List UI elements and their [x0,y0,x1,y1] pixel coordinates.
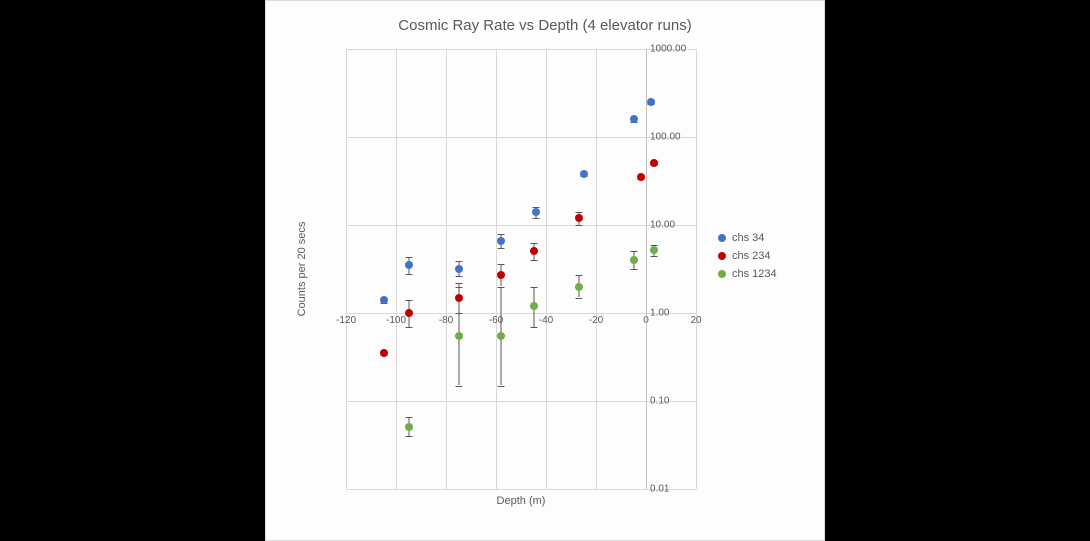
data-point [405,309,413,317]
data-point [405,261,413,269]
grid-line-vertical [396,49,397,489]
error-cap-icon [455,287,462,288]
data-point [630,256,638,264]
grid-line-horizontal [346,225,696,226]
data-point [380,296,388,304]
data-point [405,423,413,431]
legend-marker-icon [718,270,726,278]
grid-line-horizontal [346,401,696,402]
grid-line-vertical [446,49,447,489]
error-cap-icon [455,386,462,387]
error-cap-icon [630,251,637,252]
grid-line-horizontal [346,313,696,314]
error-cap-icon [405,417,412,418]
error-cap-icon [530,243,537,244]
data-point [650,246,658,254]
error-cap-icon [455,283,462,284]
y-axis-label: Counts per 20 secs [296,222,308,317]
grid-line-vertical [696,49,697,489]
y-axis-line [646,49,647,489]
error-cap-icon [405,257,412,258]
error-cap-icon [405,300,412,301]
chart-title: Cosmic Ray Rate vs Depth (4 elevator run… [266,17,824,34]
data-point [637,173,645,181]
legend-item-chs34: chs 34 [718,232,777,244]
error-cap-icon [575,298,582,299]
x-tick-label: 20 [690,315,701,326]
error-cap-icon [498,386,505,387]
error-cap-icon [650,256,657,257]
y-tick-label: 0.10 [650,396,669,407]
x-tick-label: -100 [386,315,406,326]
data-point [455,332,463,340]
data-point [380,349,388,357]
chart-panel: Cosmic Ray Rate vs Depth (4 elevator run… [265,0,825,541]
grid-line-vertical [496,49,497,489]
error-cap-icon [455,261,462,262]
error-cap-icon [530,260,537,261]
y-tick-label: 1000.00 [650,44,686,55]
error-cap-icon [498,287,505,288]
error-cap-icon [498,248,505,249]
legend-label: chs 1234 [732,268,777,280]
data-point [575,283,583,291]
data-point [530,302,538,310]
grid-line-horizontal [346,49,696,50]
error-cap-icon [455,276,462,277]
data-point [455,265,463,273]
legend-marker-icon [718,234,726,242]
data-point [455,294,463,302]
y-tick-label: 0.01 [650,484,669,495]
x-tick-label: -20 [589,315,603,326]
data-point [647,98,655,106]
y-tick-label: 100.00 [650,132,681,143]
error-cap-icon [405,436,412,437]
error-cap-icon [575,275,582,276]
data-point [497,332,505,340]
error-cap-icon [498,264,505,265]
error-cap-icon [575,212,582,213]
error-cap-icon [405,327,412,328]
grid-line-vertical [546,49,547,489]
data-point [575,214,583,222]
x-tick-label: -40 [539,315,553,326]
legend-item-chs234: chs 234 [718,250,777,262]
error-cap-icon [630,269,637,270]
x-tick-label: -80 [439,315,453,326]
data-point [532,208,540,216]
grid-line-vertical [596,49,597,489]
legend-item-chs1234: chs 1234 [718,268,777,280]
error-cap-icon [498,234,505,235]
legend-marker-icon [718,252,726,260]
plot-area: -120-100-80-60-40-200200.010.101.0010.00… [346,49,696,489]
legend-label: chs 34 [732,232,764,244]
x-axis-label: Depth (m) [497,495,546,507]
legend-label: chs 234 [732,250,771,262]
data-point [530,247,538,255]
grid-line-horizontal [346,137,696,138]
error-cap-icon [575,225,582,226]
legend: chs 34 chs 234 chs 1234 [718,226,777,286]
data-point [497,237,505,245]
y-tick-label: 10.00 [650,220,675,231]
y-tick-label: 1.00 [650,308,669,319]
x-tick-label: -120 [336,315,356,326]
error-cap-icon [405,274,412,275]
data-point [650,159,658,167]
grid-line-horizontal [346,489,696,490]
data-point [630,115,638,123]
error-cap-icon [530,287,537,288]
data-point [497,271,505,279]
error-cap-icon [533,218,540,219]
grid-line-vertical [346,49,347,489]
data-point [580,170,588,178]
error-cap-icon [530,327,537,328]
